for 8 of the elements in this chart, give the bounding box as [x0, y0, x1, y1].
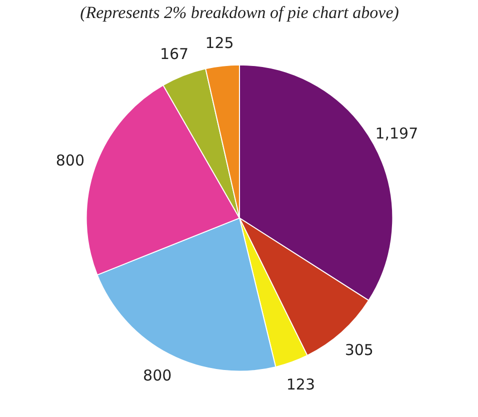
- data-label: 125: [205, 34, 234, 52]
- data-label: 800: [143, 366, 172, 385]
- chart-title: (Represents 2% breakdown of pie chart above): [80, 3, 400, 22]
- data-label: 167: [160, 44, 189, 63]
- data-label: 800: [56, 152, 85, 170]
- data-label: 1,197: [375, 124, 418, 143]
- data-label: 305: [344, 341, 374, 360]
- data-label: 123: [286, 376, 316, 394]
